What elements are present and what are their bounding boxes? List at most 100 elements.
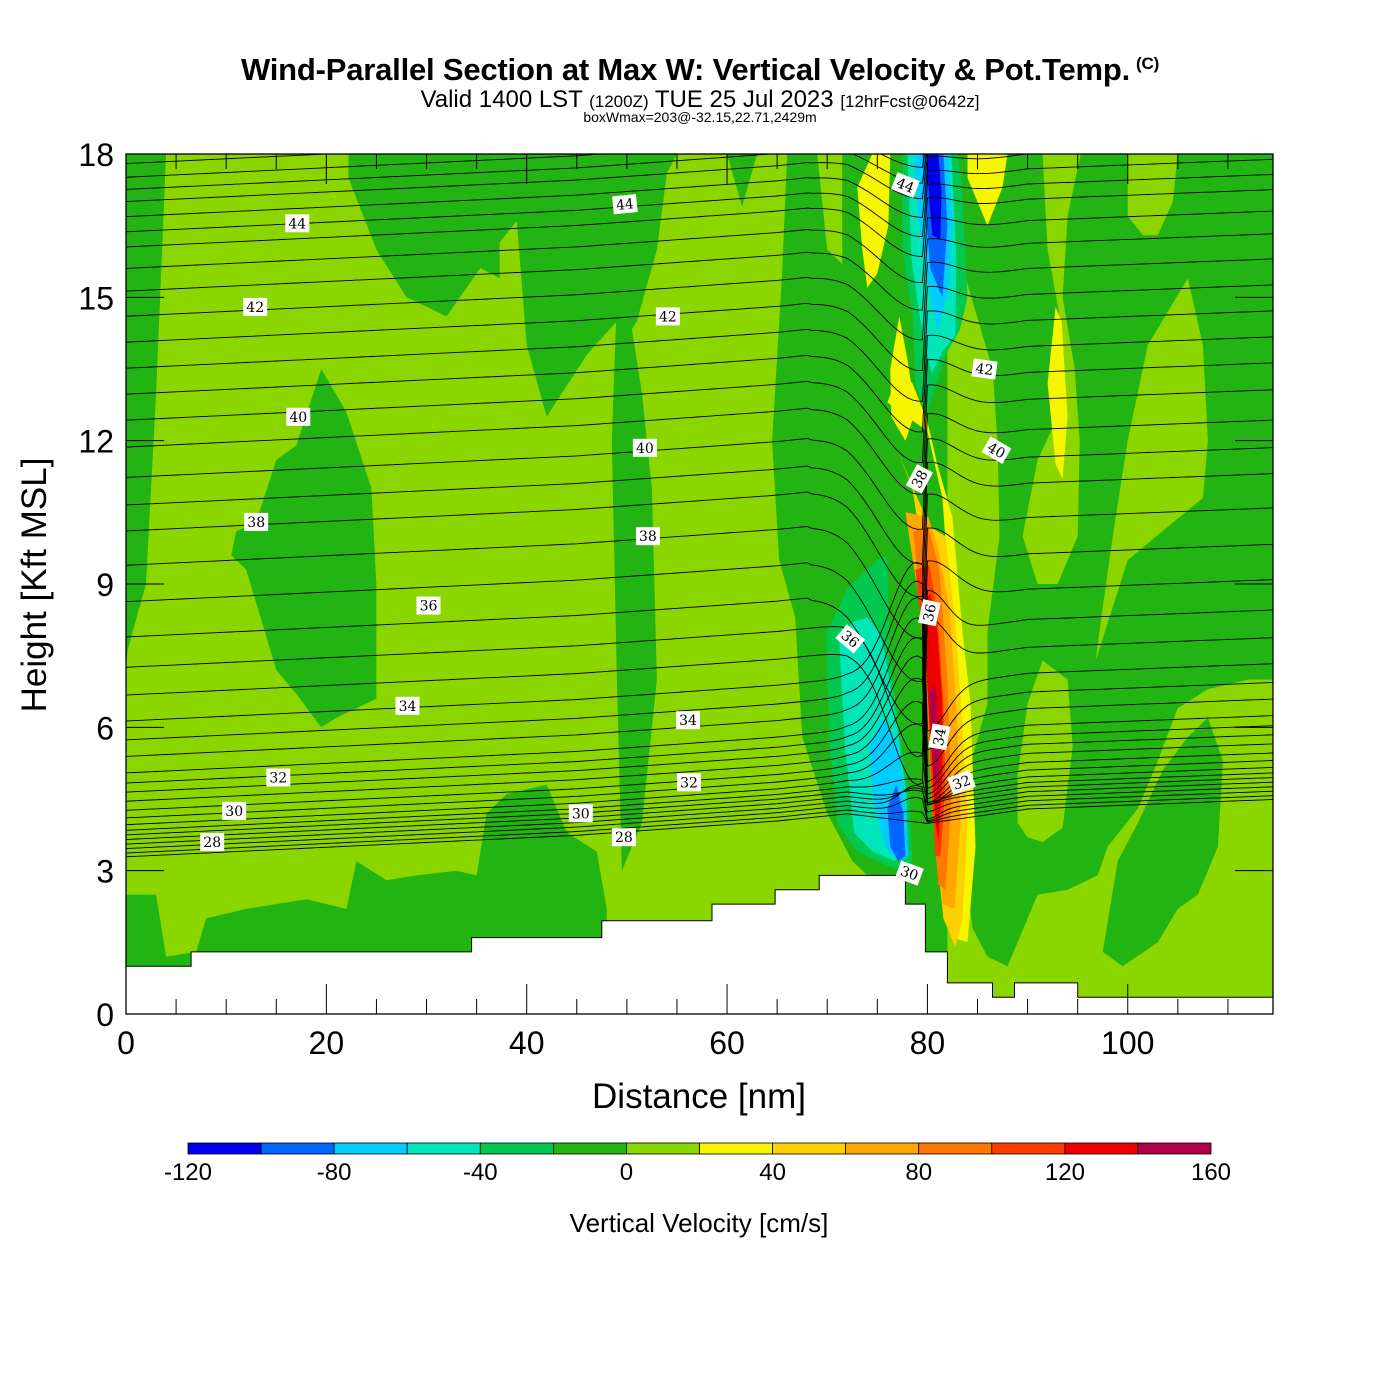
colorbar-swatch bbox=[772, 1142, 847, 1155]
contour-label: 42 bbox=[243, 297, 268, 316]
isentrope-line bbox=[126, 438, 1273, 565]
isentrope-line bbox=[126, 781, 1273, 840]
contour-label: 44 bbox=[890, 172, 920, 198]
colorbar-tick-label: -40 bbox=[463, 1159, 498, 1186]
contour-label: 30 bbox=[222, 801, 247, 820]
y-tick-label: 15 bbox=[78, 280, 114, 316]
contour-label: 32 bbox=[677, 773, 701, 792]
contour-label-bg bbox=[981, 436, 1012, 464]
isentrope-line bbox=[126, 784, 1273, 845]
colorbar-tick-label: 120 bbox=[1045, 1159, 1085, 1186]
colorbar bbox=[187, 1142, 1212, 1155]
isentrope-line bbox=[126, 617, 1273, 783]
contour-label-bg bbox=[632, 438, 657, 457]
copyright-mark: (C) bbox=[1136, 53, 1160, 73]
x-tick-label: 60 bbox=[709, 1025, 745, 1061]
contour-label: 44 bbox=[285, 214, 310, 233]
colorbar-tick-label: -80 bbox=[317, 1159, 352, 1186]
isentrope-line bbox=[126, 561, 1273, 732]
colorbar-swatch bbox=[333, 1142, 408, 1155]
isentrope-line bbox=[126, 189, 1273, 257]
contour-label-text: 32 bbox=[680, 775, 698, 791]
contour-label-bg bbox=[835, 624, 866, 654]
isentrope-line bbox=[126, 384, 1273, 495]
y-tick-label: 18 bbox=[78, 137, 114, 173]
isentrope-line bbox=[126, 636, 1273, 790]
contour-label: 40 bbox=[981, 436, 1012, 464]
y-axis-title: Height [Kft MSL] bbox=[15, 458, 54, 713]
contour-label-bg bbox=[928, 723, 951, 751]
contour-label: 38 bbox=[905, 464, 933, 494]
isentrope-line bbox=[126, 284, 1273, 371]
contour-label: 38 bbox=[635, 527, 660, 546]
contour-label-text: 34 bbox=[679, 713, 697, 729]
velocity-region-33 bbox=[887, 784, 906, 862]
valid-date: TUE 25 Jul 2023 bbox=[654, 86, 834, 113]
isentrope-line bbox=[126, 777, 1273, 836]
contour-label-bg bbox=[200, 833, 225, 851]
contour-label-text: 44 bbox=[288, 216, 306, 232]
x-tick-labels: 0 20 40 60 80 100 bbox=[117, 1025, 1154, 1061]
isentrope-line bbox=[126, 560, 1273, 725]
contour-label-bg bbox=[266, 768, 291, 787]
colorbar-tick-labels: -120 -80 -40 0 40 80 120 160 bbox=[164, 1159, 1231, 1186]
colorbar-swatch bbox=[991, 1142, 1066, 1155]
isentrope-line bbox=[126, 795, 1273, 854]
contour-label: 42 bbox=[655, 307, 680, 326]
contour-label-text: 28 bbox=[615, 830, 633, 846]
contour-label: 34 bbox=[928, 723, 951, 751]
isentrope-line bbox=[126, 154, 927, 190]
velocity-region-13 bbox=[1095, 278, 1208, 661]
x-tick-label: 80 bbox=[910, 1025, 946, 1061]
colorbar-title: Vertical Velocity [cm/s] bbox=[570, 1208, 829, 1238]
contour-label-bg bbox=[676, 711, 700, 730]
isentrope-line bbox=[126, 527, 1273, 683]
theta-contours bbox=[126, 154, 1273, 858]
contour-label: 28 bbox=[611, 828, 636, 847]
isentrope-line bbox=[126, 751, 1273, 826]
x-tick-label: 100 bbox=[1101, 1025, 1154, 1061]
y-tick-label: 0 bbox=[96, 997, 114, 1033]
contour-label: 36 bbox=[416, 596, 441, 615]
contour-label: 28 bbox=[200, 833, 225, 851]
velocity-region-18 bbox=[1047, 306, 1068, 479]
isentrope-line bbox=[126, 413, 1273, 530]
x-tick-label: 0 bbox=[117, 1025, 135, 1061]
contour-label: 42 bbox=[971, 358, 998, 380]
chart-subtitle: Valid 1400 LST (1200Z) TUE 25 Jul 2023 [… bbox=[0, 86, 1400, 114]
contour-label-text: 34 bbox=[399, 699, 417, 715]
isentrope-line bbox=[126, 154, 925, 178]
velocity-region-16 bbox=[857, 154, 891, 288]
y-tick-label: 9 bbox=[96, 567, 114, 603]
contour-label-text: 36 bbox=[921, 602, 940, 623]
contour-label-bg bbox=[905, 464, 933, 494]
y-tick-label: 3 bbox=[96, 854, 114, 890]
chart-title: Wind-Parallel Section at Max W: Vertical… bbox=[0, 52, 1400, 88]
contour-label-bg bbox=[677, 773, 701, 792]
isentrope-line bbox=[126, 677, 1273, 802]
contour-label-bg bbox=[918, 599, 941, 627]
contour-label: 32 bbox=[947, 769, 976, 795]
terrain bbox=[126, 874, 1273, 1014]
contour-label: 36 bbox=[918, 599, 941, 627]
terrain-mask bbox=[126, 874, 1273, 1014]
contour-label: 40 bbox=[632, 438, 657, 457]
contour-label-bg bbox=[612, 193, 638, 215]
velocity-region-2 bbox=[231, 369, 377, 728]
contour-label-bg bbox=[895, 860, 924, 886]
isentrope-line bbox=[126, 655, 1273, 795]
isentrope-line bbox=[126, 589, 1273, 758]
isentrope-line bbox=[126, 359, 1273, 464]
colorbar-swatch bbox=[553, 1142, 627, 1155]
contour-label-bg bbox=[890, 172, 920, 198]
contour-label-bg bbox=[286, 407, 311, 426]
velocity-region-3 bbox=[126, 154, 154, 666]
contour-label-bg bbox=[971, 358, 998, 380]
isentrope-line bbox=[126, 334, 1273, 433]
contour-label: 44 bbox=[612, 193, 638, 215]
y-tick-label: 6 bbox=[96, 710, 114, 746]
contour-label-text: 44 bbox=[615, 196, 634, 214]
colorbar-swatch bbox=[626, 1142, 700, 1155]
velocity-field bbox=[126, 154, 1273, 1014]
